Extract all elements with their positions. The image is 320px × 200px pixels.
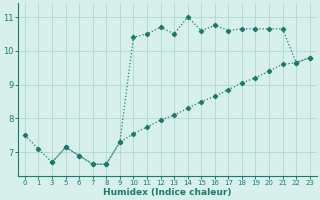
X-axis label: Humidex (Indice chaleur): Humidex (Indice chaleur) bbox=[103, 188, 232, 197]
